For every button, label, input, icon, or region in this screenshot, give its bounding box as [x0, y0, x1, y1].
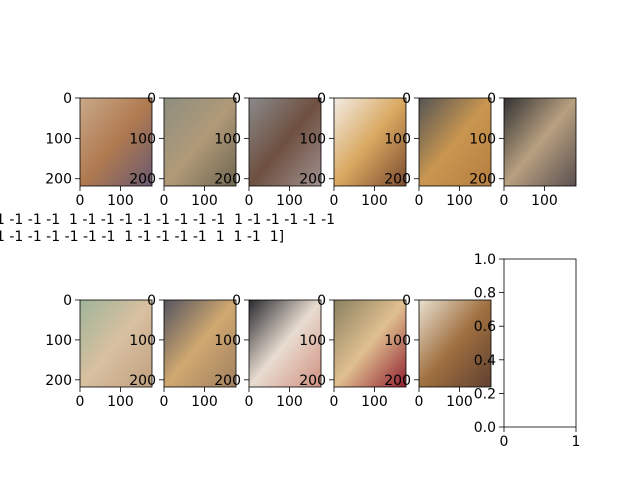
x-tick-label: 100 [361, 193, 388, 209]
y-tick-label: 200 [214, 373, 241, 389]
image [249, 300, 321, 387]
x-tick-label: 100 [361, 394, 388, 410]
label-line: 1 -1 -1 -1 1 -1 -1 -1 -1 -1 -1 -1 -1 1 -… [0, 212, 335, 228]
y-tick-label: 0 [147, 293, 156, 309]
x-tick-label: 100 [276, 193, 303, 209]
image [164, 98, 236, 186]
x-tick-label: 0 [245, 394, 254, 410]
y-tick-label: 100 [384, 131, 411, 147]
y-tick-label: 0 [317, 293, 326, 309]
axes-frame [248, 299, 322, 388]
x-tick-label: 100 [191, 193, 218, 209]
y-tick-label: 200 [299, 373, 326, 389]
y-tick-label: 0 [402, 91, 411, 107]
axes-frame [163, 97, 237, 187]
image [334, 98, 406, 186]
x-tick-label: 0 [330, 193, 339, 209]
x-tick-label: 0 [330, 394, 339, 410]
axes-frame [163, 299, 237, 388]
x-tick-label: 1 [572, 434, 581, 450]
label-line: 1 -1 -1 -1 -1 -1 -1 1 -1 -1 -1 -1 1 1 -1… [0, 229, 284, 245]
y-tick-label: 100 [214, 131, 241, 147]
y-tick-label: 0 [402, 293, 411, 309]
y-tick-label: 200 [45, 172, 72, 188]
y-tick-label: 100 [214, 333, 241, 349]
y-tick-label: 1.0 [474, 252, 496, 268]
axes-frame [418, 97, 492, 187]
y-tick-label: 200 [45, 373, 72, 389]
y-tick-label: 100 [45, 333, 72, 349]
image [334, 300, 406, 387]
axes-frame [79, 97, 153, 187]
y-tick-label: 0.4 [474, 353, 496, 369]
x-tick-label: 0 [500, 193, 509, 209]
axes-frame [503, 97, 577, 187]
axes-frame [79, 299, 153, 388]
y-tick-label: 0 [63, 91, 72, 107]
x-tick-label: 0 [160, 193, 169, 209]
image [249, 98, 321, 186]
y-tick-label: 100 [129, 131, 156, 147]
image [80, 300, 152, 387]
x-tick-label: 100 [446, 193, 473, 209]
y-tick-label: 100 [469, 131, 496, 147]
y-tick-label: 0 [232, 91, 241, 107]
y-tick-label: 200 [384, 373, 411, 389]
y-tick-label: 0.2 [474, 386, 496, 402]
y-tick-label: 0 [487, 91, 496, 107]
y-tick-label: 200 [384, 172, 411, 188]
y-tick-label: 100 [299, 131, 326, 147]
y-tick-label: 100 [299, 333, 326, 349]
image [164, 300, 236, 387]
y-tick-label: 0.0 [474, 420, 496, 436]
x-tick-label: 0 [415, 394, 424, 410]
x-tick-label: 100 [107, 193, 134, 209]
y-tick-label: 200 [129, 373, 156, 389]
x-tick-label: 0 [76, 193, 85, 209]
image [80, 98, 152, 186]
x-tick-label: 100 [107, 394, 134, 410]
x-tick-label: 100 [276, 394, 303, 410]
axes-frame [418, 299, 492, 388]
x-tick-label: 100 [191, 394, 218, 410]
x-tick-label: 0 [500, 434, 509, 450]
y-tick-label: 200 [214, 172, 241, 188]
axes-frame [503, 258, 577, 428]
y-tick-label: 200 [129, 172, 156, 188]
y-tick-label: 0.6 [474, 319, 496, 335]
x-tick-label: 0 [76, 394, 85, 410]
y-tick-label: 100 [129, 333, 156, 349]
x-tick-label: 0 [245, 193, 254, 209]
y-tick-label: 0 [147, 91, 156, 107]
y-tick-label: 0 [232, 293, 241, 309]
axes-frame [333, 97, 407, 187]
y-tick-label: 0 [63, 293, 72, 309]
y-tick-label: 100 [384, 333, 411, 349]
x-tick-label: 100 [531, 193, 558, 209]
y-tick-label: 0 [317, 91, 326, 107]
y-tick-label: 200 [469, 172, 496, 188]
y-tick-label: 100 [45, 131, 72, 147]
axes-frame [248, 97, 322, 187]
x-tick-label: 0 [160, 394, 169, 410]
x-tick-label: 100 [446, 394, 473, 410]
axes-frame [333, 299, 407, 388]
image [419, 98, 491, 186]
y-tick-label: 200 [299, 172, 326, 188]
image [419, 300, 491, 387]
x-tick-label: 0 [415, 193, 424, 209]
y-tick-label: 0.8 [474, 286, 496, 302]
image [504, 98, 576, 186]
